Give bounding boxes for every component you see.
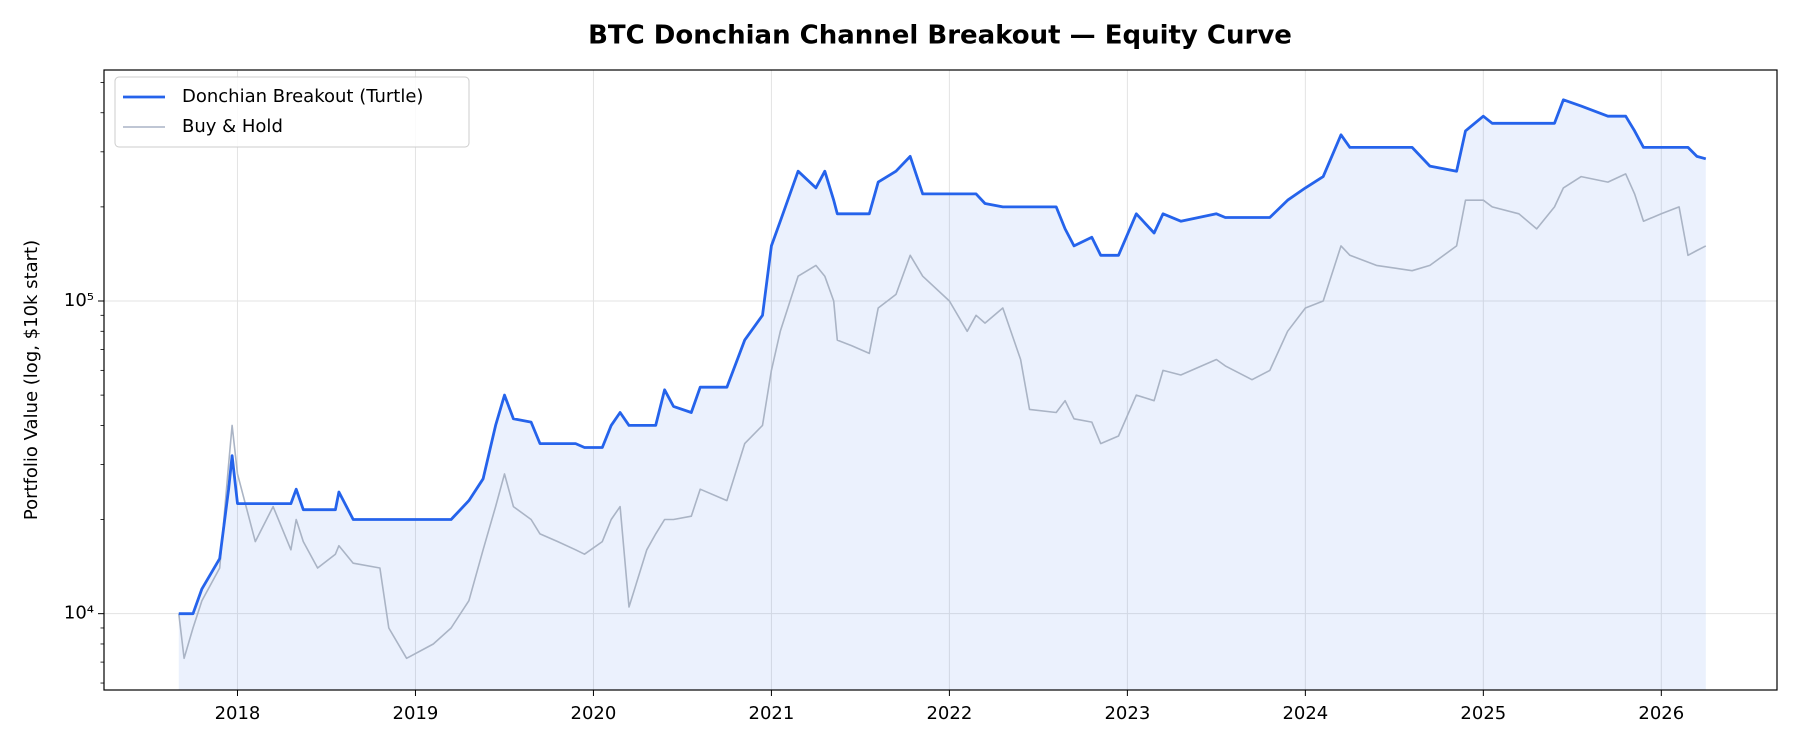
x-tick-label: 2026 [1638,703,1684,724]
x-tick-label: 2019 [393,703,439,724]
legend-label: Buy & Hold [182,116,283,137]
x-tick-label: 2024 [1282,703,1328,724]
y-axis-label: Portfolio Value (log, $10k start) [21,240,42,520]
legend: Donchian Breakout (Turtle) Buy & Hold [114,76,470,148]
x-tick-label: 2023 [1104,703,1150,724]
legend-box [114,76,470,148]
x-tick-label: 2025 [1460,703,1506,724]
legend-label: Donchian Breakout (Turtle) [182,86,423,107]
x-tick-label: 2018 [215,703,261,724]
plot-frame [103,69,1778,691]
y-tick-label: 10⁴ [64,603,94,624]
series-line [178,173,1707,660]
series-line [178,98,1707,616]
x-tick-label: 2021 [749,703,795,724]
chart-title: BTC Donchian Channel Breakout — Equity C… [588,21,1292,51]
x-tick-label: 2020 [571,703,617,724]
x-tick-label: 2022 [926,703,972,724]
y-tick-label: 10⁵ [64,290,94,311]
